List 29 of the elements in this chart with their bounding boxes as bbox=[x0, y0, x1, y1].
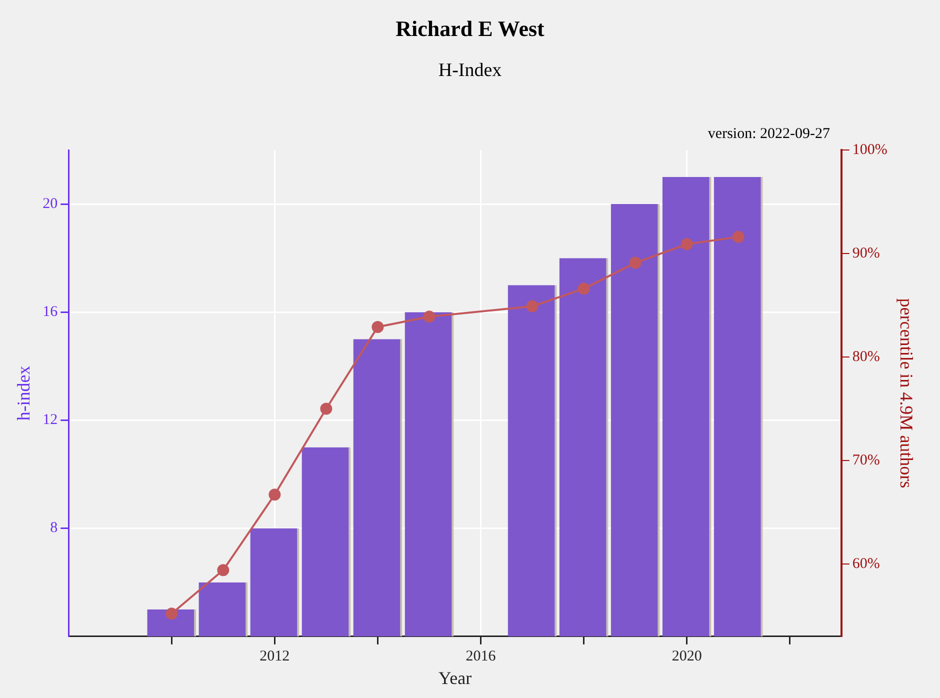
y2-tick-label: 60% bbox=[852, 556, 880, 572]
chart-subtitle: H-Index bbox=[437, 60, 503, 82]
y2-tick-label: 90% bbox=[852, 245, 880, 262]
point bbox=[732, 230, 744, 243]
point bbox=[372, 320, 384, 333]
y-tick-label: 20 bbox=[42, 196, 58, 212]
point bbox=[423, 310, 436, 323]
y2-tick-label: 70% bbox=[852, 452, 880, 468]
chart-title: Richard E West bbox=[394, 16, 546, 42]
point bbox=[268, 488, 281, 501]
y-tick-label: 16 bbox=[42, 304, 58, 320]
point bbox=[526, 300, 538, 312]
y2-tick-label: 80% bbox=[852, 348, 880, 365]
x-tick-label: 2020 bbox=[672, 648, 702, 664]
point bbox=[320, 402, 332, 415]
point bbox=[578, 282, 590, 295]
point bbox=[166, 608, 178, 620]
y2-tick-label: 100% bbox=[852, 142, 888, 158]
text: version: 2022-09-27 bbox=[708, 126, 830, 143]
x-tick-label: 2016 bbox=[466, 648, 496, 664]
y-tick-label: 12 bbox=[42, 412, 58, 428]
y2-axis-title: percentile in 4.9M authors bbox=[896, 298, 916, 488]
x-axis-title: Year bbox=[438, 668, 472, 688]
point bbox=[629, 256, 642, 269]
x-tick-label: 2012 bbox=[260, 648, 290, 664]
y-axis-title: h-index bbox=[14, 366, 34, 421]
point bbox=[217, 564, 230, 576]
y-tick-label: 8 bbox=[50, 520, 58, 536]
point bbox=[680, 238, 693, 250]
